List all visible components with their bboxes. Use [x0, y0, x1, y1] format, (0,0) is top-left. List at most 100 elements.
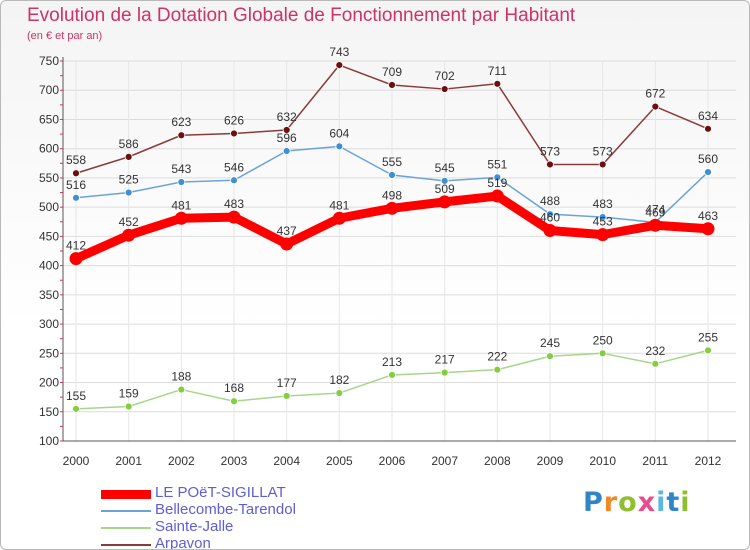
x-tick-label: 2001	[115, 454, 142, 468]
data-label: 177	[277, 376, 297, 390]
data-point	[177, 131, 186, 140]
data-label: 488	[540, 194, 560, 208]
data-point	[332, 211, 346, 225]
data-point	[230, 397, 238, 406]
data-label: 519	[487, 176, 507, 190]
data-label: 188	[171, 370, 191, 384]
x-tick-label: 2003	[221, 454, 248, 468]
data-point	[438, 195, 452, 209]
data-label: 632	[277, 110, 297, 124]
data-point	[651, 359, 660, 368]
legend-label: Sainte-Jalle	[155, 518, 234, 535]
data-point	[122, 228, 136, 242]
data-point	[282, 126, 291, 134]
data-label: 213	[382, 355, 402, 369]
data-label: 543	[171, 162, 191, 176]
x-tick-label: 2012	[695, 454, 722, 468]
data-point	[493, 173, 502, 182]
y-tick-label: 200	[39, 376, 59, 390]
chart-subtitle: (en € et par an)	[27, 30, 103, 42]
data-label: 481	[171, 198, 191, 212]
data-point	[546, 352, 554, 361]
data-point	[704, 124, 712, 133]
data-point	[598, 213, 607, 221]
y-tick-label: 700	[39, 83, 59, 97]
data-label: 702	[435, 69, 455, 83]
data-point	[124, 402, 133, 411]
data-label: 255	[698, 330, 718, 344]
data-point	[701, 222, 715, 236]
y-tick-label: 500	[39, 200, 59, 214]
x-tick-label: 2008	[484, 454, 511, 468]
data-label: 250	[593, 333, 613, 347]
data-point	[490, 189, 504, 203]
legend-label: Arpavon	[155, 535, 211, 550]
data-label: 516	[66, 178, 86, 192]
data-point	[596, 228, 610, 242]
x-tick-label: 2010	[589, 454, 616, 468]
logo-letter: t	[666, 487, 681, 518]
data-point	[598, 160, 607, 169]
data-point	[124, 152, 133, 161]
data-point	[227, 210, 241, 224]
logo-letter: P	[583, 487, 604, 518]
proxiti-logo: Proxiti	[583, 487, 691, 518]
x-tick-label: 2005	[326, 454, 353, 468]
logo-letter: o	[618, 487, 638, 518]
y-tick-label: 100	[39, 434, 59, 448]
data-point	[177, 385, 186, 394]
data-label: 453	[593, 215, 613, 229]
data-label: 232	[645, 344, 665, 358]
data-label: 626	[224, 113, 244, 127]
x-tick-label: 2007	[431, 454, 458, 468]
data-label: 460	[540, 211, 560, 225]
data-point	[493, 365, 502, 374]
data-point	[335, 61, 344, 69]
data-label: 560	[698, 152, 718, 166]
data-label: 555	[382, 155, 402, 169]
logo-letter: i	[656, 487, 667, 518]
data-point	[177, 178, 186, 186]
data-point	[69, 252, 83, 266]
data-label: 509	[435, 182, 455, 196]
data-point	[282, 392, 291, 400]
data-point	[72, 169, 80, 178]
data-label: 155	[66, 389, 86, 403]
legend-swatch	[101, 489, 151, 499]
data-label: 463	[698, 209, 718, 223]
data-point	[440, 368, 449, 377]
data-label: 498	[382, 188, 402, 202]
x-tick-label: 2004	[273, 454, 300, 468]
data-point	[174, 211, 188, 225]
data-point	[704, 168, 712, 176]
legend-swatch	[101, 527, 151, 529]
data-label: 159	[119, 387, 139, 401]
data-label: 623	[171, 115, 191, 129]
data-point	[598, 349, 607, 358]
data-point	[335, 389, 344, 397]
data-point	[388, 81, 396, 89]
data-point	[546, 210, 554, 219]
data-point	[230, 129, 238, 138]
data-label: 483	[593, 197, 613, 211]
data-label: 558	[66, 153, 86, 167]
data-label: 525	[119, 173, 139, 187]
data-point	[388, 371, 396, 379]
data-point	[651, 102, 660, 111]
data-label: 672	[645, 87, 665, 101]
x-tick-label: 2002	[168, 454, 195, 468]
logo-letter: i	[680, 487, 691, 518]
y-tick-label: 600	[39, 142, 59, 156]
logo-letter: r	[603, 487, 619, 518]
legend-swatch	[101, 510, 151, 512]
data-label: 551	[487, 157, 507, 171]
legend-swatch	[101, 544, 151, 546]
data-label: 711	[488, 64, 507, 78]
data-point	[385, 201, 399, 215]
y-tick-label: 400	[39, 259, 59, 273]
data-point	[704, 346, 712, 355]
data-point	[72, 404, 80, 413]
data-point	[543, 224, 557, 238]
logo-letter: x	[637, 487, 657, 518]
